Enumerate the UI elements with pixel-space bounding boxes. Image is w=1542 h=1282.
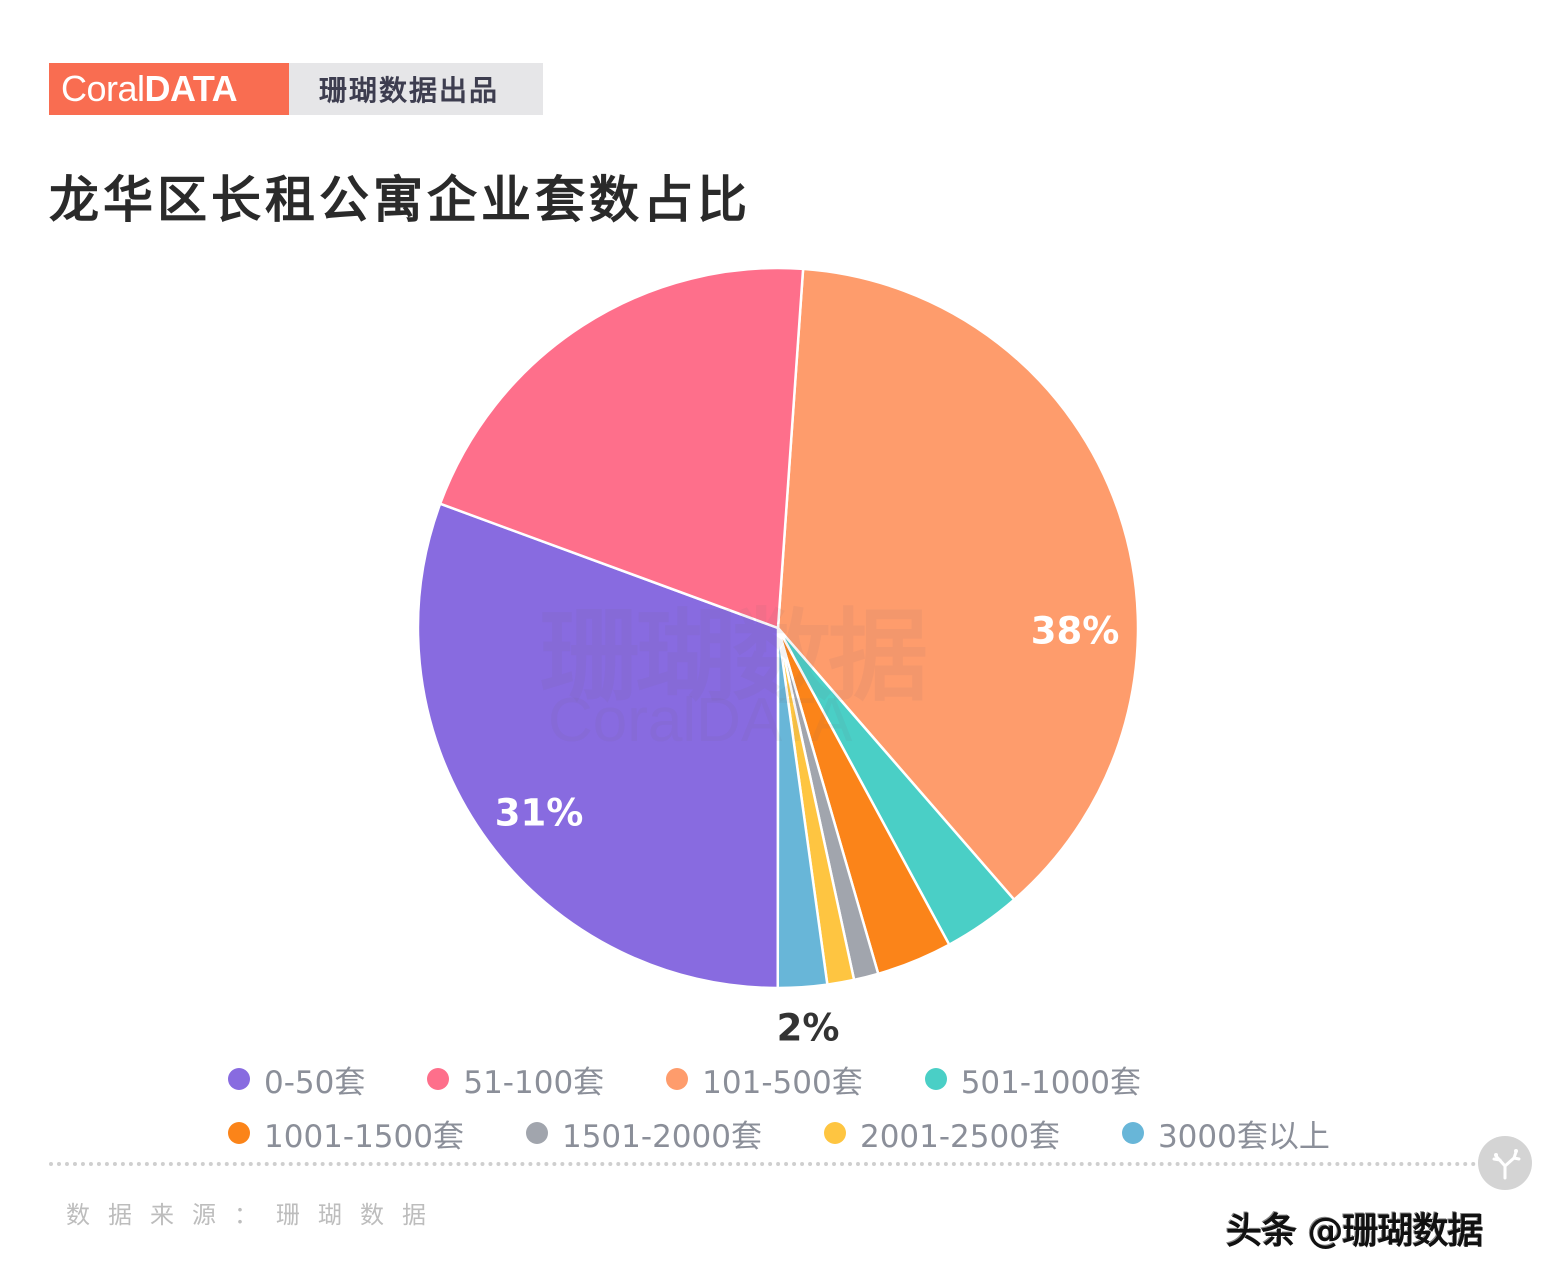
legend-label: 0-50套 xyxy=(264,1064,366,1101)
legend-item-51-100[interactable]: 51-100套 xyxy=(427,1057,604,1102)
legend-item-501-1000[interactable]: 501-1000套 xyxy=(924,1057,1141,1102)
data-label: 31% xyxy=(495,792,584,835)
legend-dot-icon xyxy=(525,1122,548,1144)
legend-dot-icon xyxy=(924,1068,947,1090)
data-source: 数据来源：珊瑚数据 xyxy=(66,1201,444,1229)
coral-logo-icon xyxy=(1478,1136,1532,1190)
legend-row-2: 1001-1500套 1501-2000套 2001-2500套 3000套以上 xyxy=(228,1106,1428,1160)
pie-chart: 38% 31% 2% xyxy=(416,266,1140,1050)
footer-divider xyxy=(49,1162,1477,1166)
coral-branch-icon xyxy=(1492,1149,1521,1180)
logo-light-text: Coral xyxy=(61,68,145,109)
legend-dot-icon xyxy=(427,1068,450,1090)
pie-slice[interactable] xyxy=(438,266,805,630)
legend-label: 2001-2500套 xyxy=(859,1118,1060,1155)
pie-slice[interactable] xyxy=(416,502,780,990)
legend-label: 1501-2000套 xyxy=(561,1118,762,1155)
legend-item-3000-plus[interactable]: 3000套以上 xyxy=(1121,1111,1330,1156)
coraldata-logo: Coral DATA xyxy=(49,63,289,115)
legend-dot-icon xyxy=(228,1122,250,1144)
brand-tagline: 珊瑚数据出品 xyxy=(289,63,543,115)
legend-dot-icon xyxy=(823,1122,846,1144)
logo-bold-text: DATA xyxy=(144,68,238,109)
legend-label: 501-1000套 xyxy=(960,1064,1141,1101)
chart-legend: 0-50套 51-100套 101-500套 501-1000套 1001-15… xyxy=(228,1052,1428,1160)
legend-dot-icon xyxy=(228,1068,250,1090)
legend-label: 51-100套 xyxy=(463,1064,605,1101)
author-credit: 头条 @珊瑚数据 xyxy=(1226,1211,1484,1252)
data-label: 2% xyxy=(777,1007,840,1050)
data-label: 38% xyxy=(1031,610,1120,653)
chart-title: 龙华区长租公寓企业套数占比 xyxy=(49,171,751,229)
legend-item-101-500[interactable]: 101-500套 xyxy=(666,1057,863,1102)
legend-dot-icon xyxy=(666,1068,689,1090)
legend-label: 101-500套 xyxy=(702,1064,863,1101)
legend-item-2001-2500[interactable]: 2001-2500套 xyxy=(823,1111,1060,1156)
legend-label: 1001-1500套 xyxy=(264,1118,464,1155)
pie-slice[interactable] xyxy=(776,267,1140,901)
legend-item-0-50[interactable]: 0-50套 xyxy=(228,1057,365,1102)
legend-dot-icon xyxy=(1121,1122,1144,1144)
brand-header: Coral DATA 珊瑚数据出品 xyxy=(49,63,543,115)
legend-label: 3000套以上 xyxy=(1157,1118,1330,1155)
legend-item-1001-1500[interactable]: 1001-1500套 xyxy=(228,1111,464,1156)
legend-item-1501-2000[interactable]: 1501-2000套 xyxy=(525,1111,762,1156)
legend-row-1: 0-50套 51-100套 101-500套 501-1000套 xyxy=(228,1052,1428,1106)
